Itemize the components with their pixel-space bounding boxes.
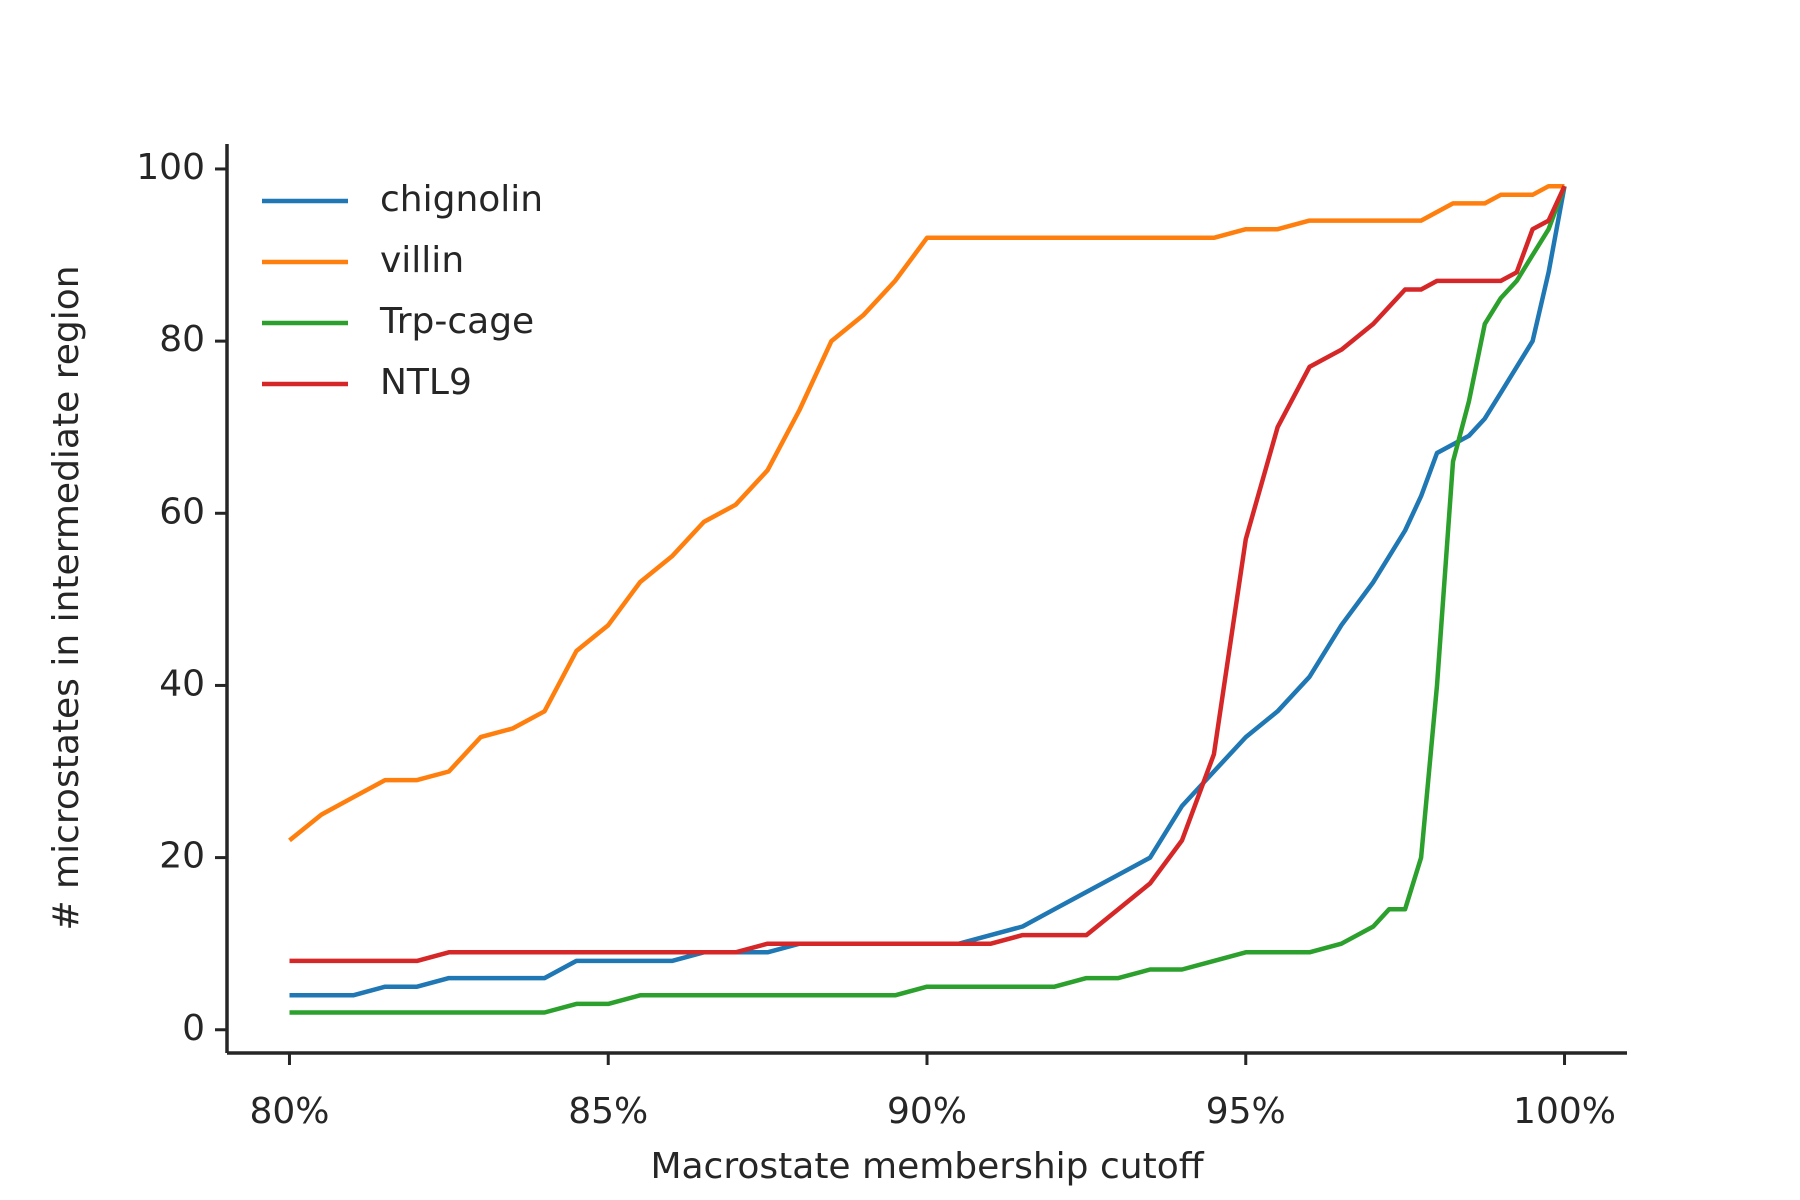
x-tick-label: 85% xyxy=(568,1091,648,1132)
y-tick-label: 100 xyxy=(136,147,205,188)
x-axis-label: Macrostate membership cutoff xyxy=(650,1146,1204,1187)
y-axis-label: # microstates in intermediate region xyxy=(46,265,87,930)
legend-label: chignolin xyxy=(380,179,543,220)
legend-label: Trp-cage xyxy=(379,301,534,342)
y-tick-label: 40 xyxy=(159,663,205,704)
x-tick-label: 80% xyxy=(249,1091,329,1132)
y-tick-label: 20 xyxy=(159,836,205,877)
x-tick-label: 95% xyxy=(1206,1091,1286,1132)
x-tick-label: 100% xyxy=(1513,1091,1616,1132)
series-line xyxy=(288,183,1565,843)
x-tick-label: 90% xyxy=(887,1091,967,1132)
series-line xyxy=(289,185,1567,1015)
y-tick-label: 60 xyxy=(159,491,205,532)
legend-label: NTL9 xyxy=(380,362,472,403)
y-tick-label: 80 xyxy=(159,319,205,360)
y-tick-label: 0 xyxy=(182,1008,205,1049)
series-line xyxy=(289,185,1567,998)
series-line xyxy=(289,185,1567,964)
legend-label: villin xyxy=(380,240,464,281)
